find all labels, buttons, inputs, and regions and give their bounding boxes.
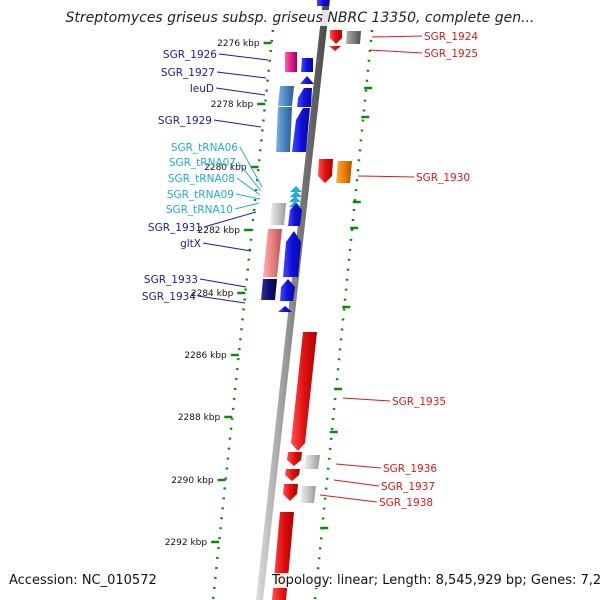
ticks-group: 2276 kbp 2278 kbp 2280 kbp 2282 kbp 2284 kbp…	[165, 39, 373, 548]
gene-SGR_1931-feature	[270, 203, 286, 225]
tick-label: 2284 kbp	[191, 289, 234, 299]
right-gene-labels: SGR_1924 SGR_1925 SGR_1930 SGR_1935 SGR_1936…	[319, 31, 478, 509]
tick-label: 2290 kbp	[171, 476, 214, 486]
gene-label-sgr1933[interactable]: SGR_1933	[144, 274, 198, 286]
leader-line	[239, 146, 263, 188]
gene-SGR_1927-feature	[300, 76, 314, 84]
gene-SGR_1934-feature	[278, 306, 292, 312]
trna-icon	[290, 191, 302, 197]
gene-SGR_1930-box	[336, 161, 352, 183]
gene-label-sgr1935[interactable]: SGR_1935	[392, 396, 446, 408]
leader-line	[235, 193, 261, 200]
leader-line	[199, 278, 247, 288]
gene-leuD-arrow	[297, 88, 312, 107]
leader-line	[215, 87, 266, 96]
gene-SGR_1931-arrow	[288, 203, 302, 226]
gene-SGR_1938-box	[300, 486, 316, 503]
topology-label: Topology: linear; Length: 8,545,929 bp; …	[272, 573, 600, 588]
gene-label-sgrtrna08[interactable]: SGR_tRNA08	[168, 173, 235, 185]
leader-line	[237, 161, 262, 192]
gene-label-sgr1938[interactable]: SGR_1938	[379, 497, 433, 509]
gene-label-sgr1925[interactable]: SGR_1925	[424, 48, 478, 60]
gene-label-sgr1924[interactable]: SGR_1924	[424, 31, 478, 43]
gene-SGR_1926-arrow	[301, 58, 313, 72]
gene-label-sgrtrna07[interactable]: SGR_tRNA07	[169, 157, 236, 169]
leader-line	[236, 177, 261, 196]
leader-line	[216, 71, 267, 79]
leader-line	[197, 295, 246, 304]
leader-line	[213, 119, 262, 128]
gene-label-sgr1929[interactable]: SGR_1929	[158, 115, 212, 127]
leader-line	[203, 211, 257, 228]
tick-label: 2288 kbp	[178, 413, 221, 423]
gene-SGR_1926-feature	[285, 52, 297, 72]
tick-label: 2286 kbp	[184, 351, 227, 361]
leader-line	[333, 479, 380, 487]
gene-leuD-feature	[278, 86, 294, 106]
accession-label: Accession: NC_010572	[9, 573, 157, 588]
leader-line	[357, 175, 415, 178]
trna-icon	[290, 186, 302, 192]
gene-label-sgr1936[interactable]: SGR_1936	[383, 463, 437, 475]
gene-label-leud[interactable]: leuD	[190, 83, 214, 95]
gene-gltX-arrow	[283, 231, 301, 277]
gene-SGR_1935-feature	[291, 332, 317, 451]
leader-line	[369, 49, 423, 54]
gene-SGR_1937-feature	[285, 469, 300, 481]
gene-SGR_1938-feature	[283, 484, 298, 501]
tick-label: 2280 kbp	[204, 163, 247, 173]
leader-line	[234, 202, 260, 210]
leader-line	[342, 397, 391, 402]
gene-SGR_1936-feature	[287, 452, 302, 466]
tick-label: 2278 kbp	[211, 100, 254, 110]
gene-SGR_1930-feature	[318, 159, 333, 183]
tick-label: 2282 kbp	[198, 226, 241, 236]
leader-line	[218, 53, 269, 61]
gene-label-sgr1927[interactable]: SGR_1927	[161, 67, 215, 79]
gene-label-sgrtrna09[interactable]: SGR_tRNA09	[167, 189, 234, 201]
leader-line	[319, 494, 378, 503]
gene-label-sgr1930[interactable]: SGR_1930	[416, 172, 470, 184]
top-blue-feature	[317, 0, 329, 6]
gene-SGR_1933-arrow	[280, 279, 295, 301]
gene-SGR_1925-feature	[329, 46, 341, 51]
leader-line	[202, 242, 252, 252]
gene-SGR_1936-box	[304, 455, 320, 469]
leader-line	[335, 463, 382, 469]
gene-SGR_1933-feature	[261, 279, 277, 300]
left-gene-labels: SGR_1926 SGR_1927 leuD SGR_1929 SGR_tRNA06 SG…	[142, 49, 269, 304]
tick-label: 2276 kbp	[217, 39, 260, 49]
gene-label-sgr1931[interactable]: SGR_1931	[148, 222, 202, 234]
gene-gltX-feature	[263, 229, 282, 277]
genome-title: Streptomyces griseus subsp. griseus NBRC…	[0, 10, 600, 26]
gene-SGR_1929-feature	[276, 107, 292, 152]
right-dotted-track	[313, 19, 375, 600]
gene-label-sgr1934[interactable]: SGR_1934	[142, 291, 196, 303]
gene-label-sgr1937[interactable]: SGR_1937	[381, 481, 435, 493]
gene-SGR_1924-feature	[330, 30, 342, 44]
left-dotted-track	[211, 19, 276, 600]
trna-icon	[289, 196, 301, 202]
gene-label-sgrtrna06[interactable]: SGR_tRNA06	[171, 142, 238, 154]
gene-label-sgr1926[interactable]: SGR_1926	[163, 49, 217, 61]
gene-SGR_1924-box	[346, 31, 361, 44]
gene-SGR_1929-arrow	[292, 108, 310, 152]
gene-label-sgrtrna10[interactable]: SGR_tRNA10	[166, 204, 233, 216]
gene-label-gltx[interactable]: gltX	[180, 238, 201, 250]
leader-line	[371, 35, 423, 38]
tick-label: 2292 kbp	[165, 538, 208, 548]
